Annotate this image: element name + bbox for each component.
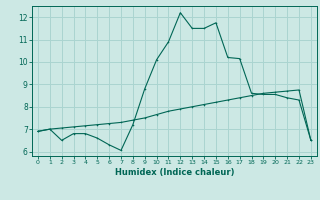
X-axis label: Humidex (Indice chaleur): Humidex (Indice chaleur) <box>115 168 234 177</box>
